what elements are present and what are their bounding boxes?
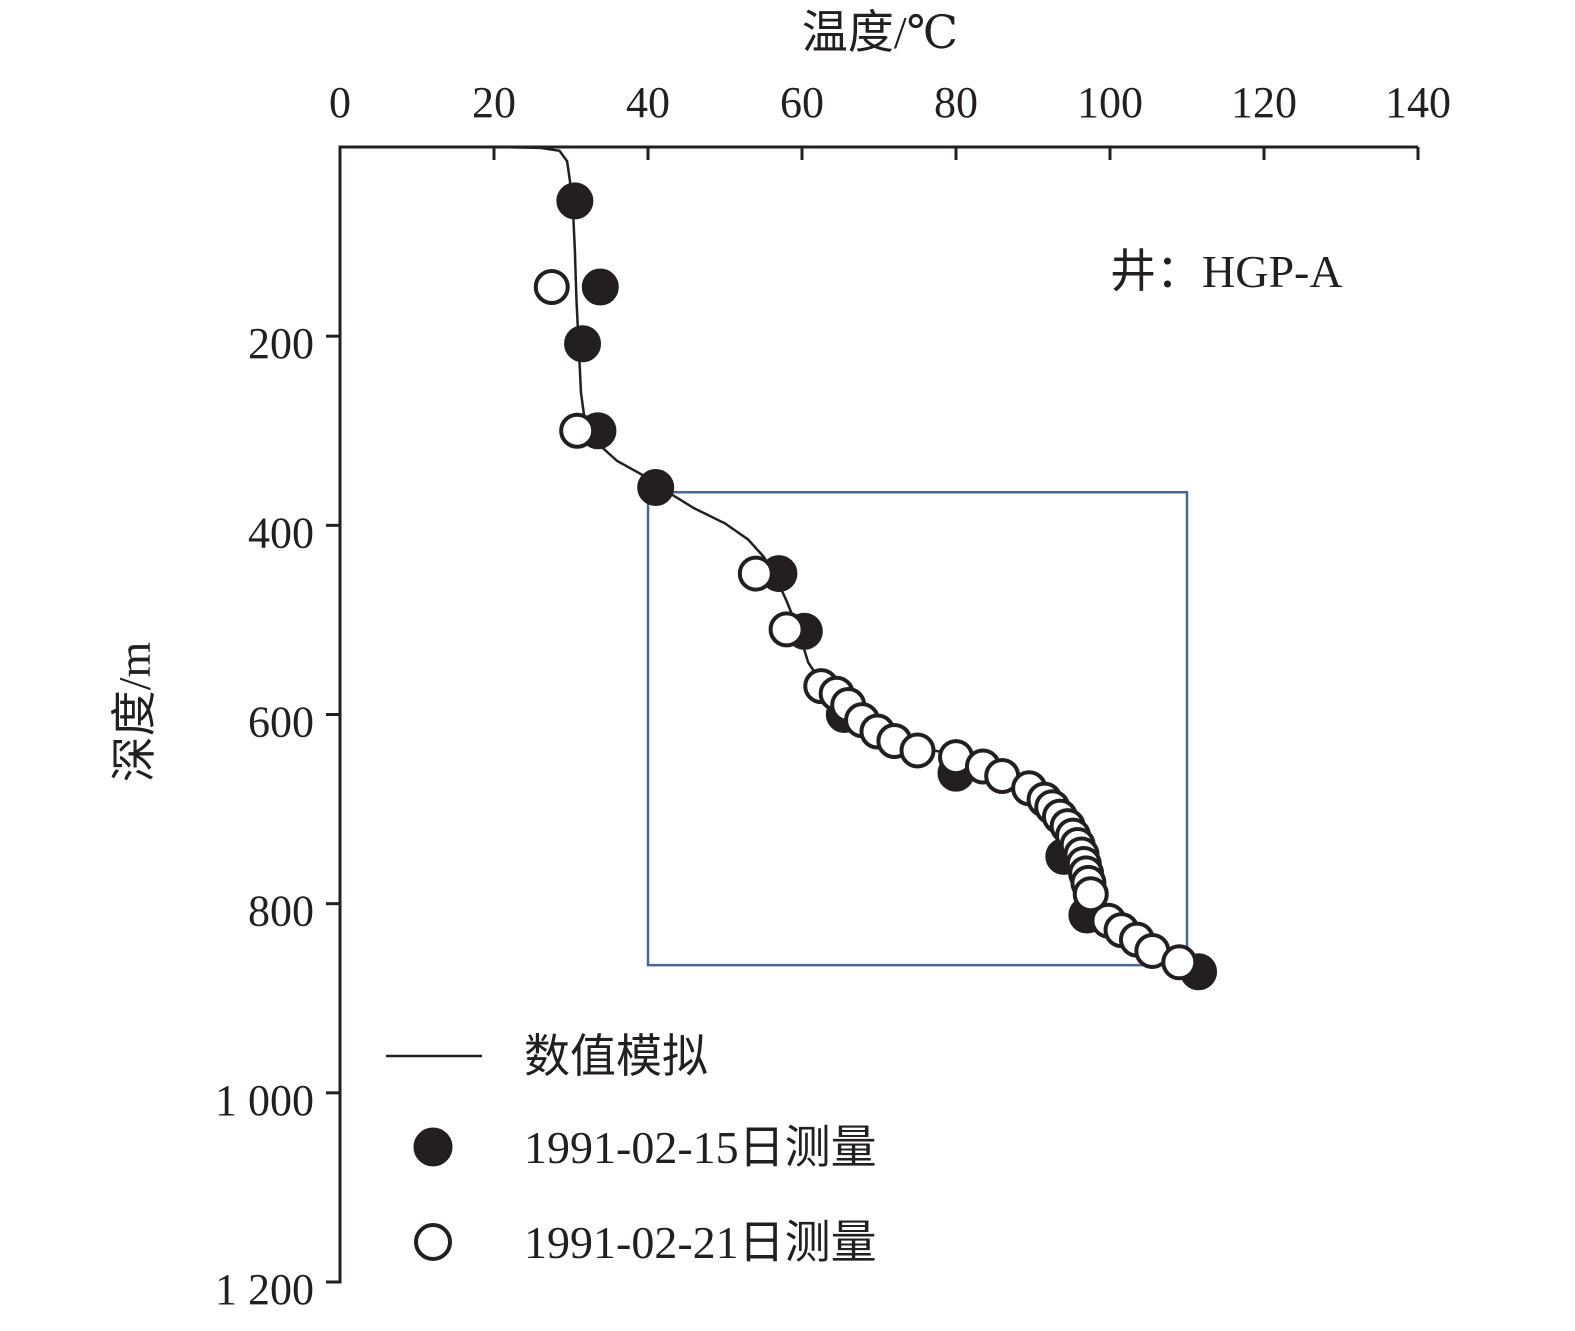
x-tick-label: 20 (472, 78, 516, 127)
highlight-box (646, 490, 1189, 967)
filled-data-point (556, 182, 594, 220)
x-tick-label: 80 (934, 78, 978, 127)
y-tick-label: 1 000 (215, 1076, 314, 1125)
axes-frame (326, 145, 1418, 1284)
well-annotation: 井：HGP-A (1110, 246, 1343, 297)
x-axis-ticks: 0 20 40 60 80 100 120 140 (329, 78, 1451, 160)
legend: 数值模拟 1991-02-15日测量 1991-02-21日测量 (386, 1031, 877, 1268)
open-data-point (559, 412, 596, 449)
y-axis-ticks: 200 400 600 800 1 000 1 200 (215, 319, 340, 1314)
x-axis-title: 温度/℃ (802, 7, 958, 58)
y-tick-label: 600 (248, 698, 314, 747)
x-tick-label: 40 (626, 78, 670, 127)
x-tick-label: 100 (1077, 78, 1143, 127)
open-data-point (1161, 944, 1198, 981)
open-data-point (899, 732, 936, 769)
y-tick-label: 400 (248, 508, 314, 557)
y-tick-label: 200 (248, 319, 314, 368)
open-data-point (768, 611, 805, 648)
x-tick-label: 60 (780, 78, 824, 127)
y-axis-title: 深度/m (109, 642, 160, 783)
legend-marker-open (414, 1223, 452, 1261)
open-data-point (737, 555, 774, 592)
legend-label-0221: 1991-02-21日测量 (524, 1217, 877, 1268)
legend-label-0215: 1991-02-15日测量 (524, 1122, 877, 1173)
x-tick-label: 0 (329, 78, 351, 127)
legend-marker-filled (413, 1127, 453, 1167)
filled-data-point (581, 268, 619, 306)
open-data-point (1072, 876, 1109, 913)
y-tick-label: 800 (248, 887, 314, 936)
x-tick-label: 140 (1385, 78, 1451, 127)
filled-data-point (564, 325, 602, 363)
filled-data-point (637, 469, 675, 506)
open-data-point (533, 268, 570, 305)
y-tick-label: 1 200 (215, 1265, 314, 1314)
filled-series-points (556, 182, 1218, 991)
x-tick-label: 120 (1231, 78, 1297, 127)
open-series-points (533, 268, 1198, 981)
legend-label-model: 数值模拟 (524, 1031, 708, 1082)
